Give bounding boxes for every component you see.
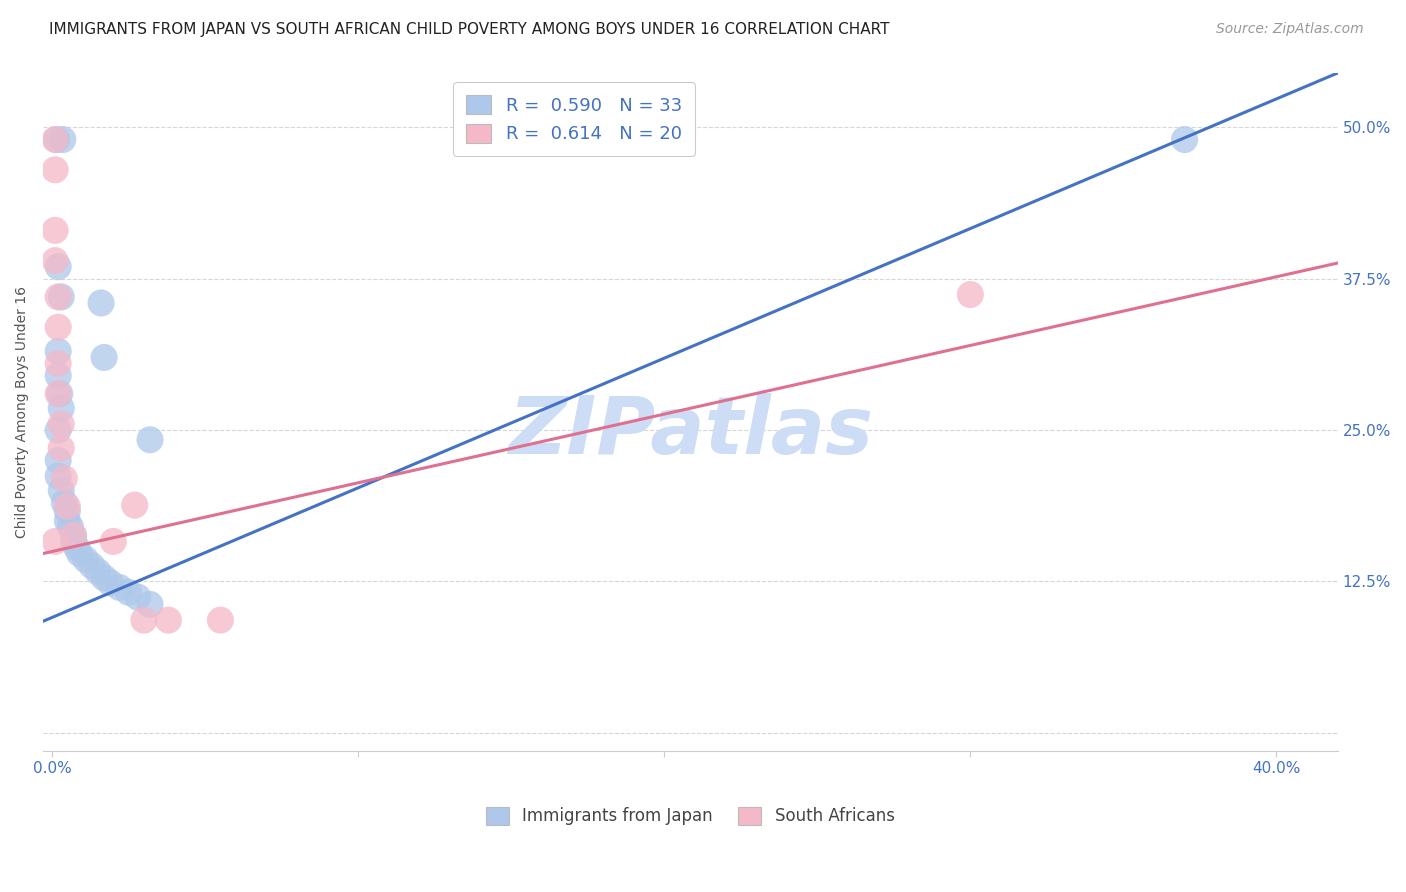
Point (87, 565, 110, 579)
Point (51, 442, 73, 456)
Y-axis label: Child Poverty Among Boys Under 16: Child Poverty Among Boys Under 16 (15, 286, 30, 538)
Point (62, 534, 84, 549)
Point (46, 260, 69, 274)
Point (53, 471, 76, 485)
Point (46, 453, 69, 467)
Point (209, 613, 232, 627)
Point (46, 357, 69, 371)
Point (48, 386, 70, 401)
Point (62, 528, 84, 542)
Point (46, 368, 69, 383)
Point (108, 581, 131, 595)
Point (44, 162, 66, 177)
Point (46, 469, 69, 483)
Point (51, 417, 73, 431)
Point (56, 500, 79, 514)
Point (157, 613, 180, 627)
Point (98, 575, 121, 590)
Point (62, 528, 84, 542)
Point (46, 320, 69, 334)
Point (132, 613, 155, 627)
Point (46, 386, 69, 401)
Legend: Immigrants from Japan, South Africans: Immigrants from Japan, South Africans (479, 800, 901, 832)
Point (69, 547, 91, 561)
Text: IMMIGRANTS FROM JAPAN VS SOUTH AFRICAN CHILD POVERTY AMONG BOYS UNDER 16 CORRELA: IMMIGRANTS FROM JAPAN VS SOUTH AFRICAN C… (49, 22, 890, 37)
Point (93, 351, 115, 365)
Point (75, 552, 97, 566)
Point (80, 558, 103, 573)
Point (46, 423, 69, 437)
Point (65, 541, 87, 555)
Point (44, 223, 66, 237)
Point (59, 520, 82, 534)
Point (1174, 132, 1197, 146)
Text: Source: ZipAtlas.com: Source: ZipAtlas.com (1216, 22, 1364, 37)
Point (959, 287, 981, 301)
Point (103, 534, 125, 549)
Point (46, 290, 69, 304)
Point (44, 253, 66, 268)
Point (46, 344, 69, 359)
Point (51, 401, 73, 416)
Point (117, 585, 139, 599)
Point (44, 534, 66, 549)
Point (139, 598, 162, 612)
Point (44, 132, 66, 146)
Text: ZIPatlas: ZIPatlas (508, 393, 873, 471)
Point (90, 296, 112, 310)
Point (139, 433, 162, 447)
Point (56, 514, 79, 528)
Point (127, 590, 149, 604)
Point (56, 504, 79, 518)
Point (45, 132, 67, 146)
Point (52, 132, 75, 146)
Point (53, 496, 76, 510)
Point (124, 498, 146, 512)
Point (51, 290, 73, 304)
Point (93, 571, 115, 585)
Point (51, 483, 73, 498)
